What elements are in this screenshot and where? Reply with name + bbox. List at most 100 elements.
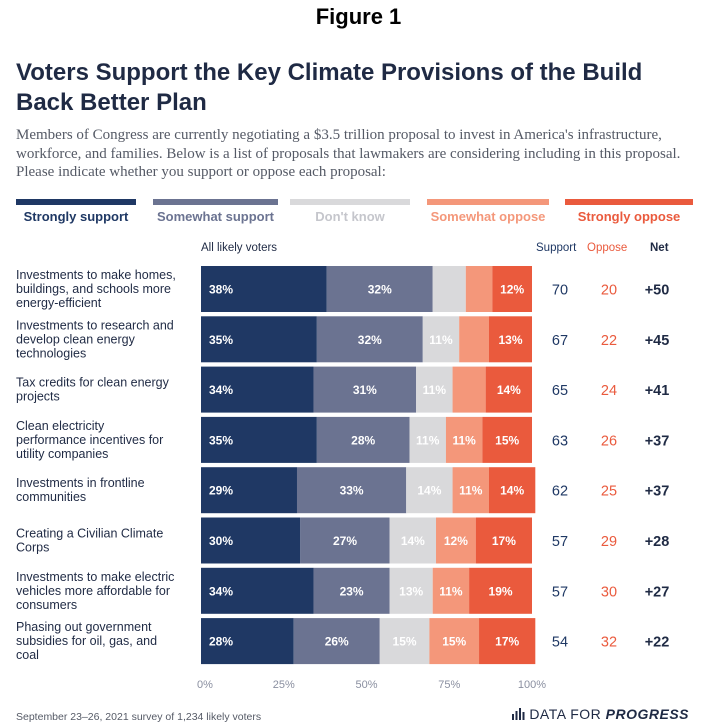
- legend-item-strongly-support: Strongly support: [16, 199, 136, 229]
- bar-segment: [201, 316, 317, 363]
- legend-swatch: [290, 199, 410, 205]
- bar-segment: [316, 316, 423, 363]
- bar-segment: [201, 266, 327, 312]
- oppose-header: Oppose: [587, 242, 628, 254]
- chart-subtitle: Members of Congress are currently negoti…: [16, 127, 681, 180]
- bar-segment: [488, 467, 536, 514]
- bar-data-label: 13%: [498, 333, 522, 347]
- bar-segment: [201, 567, 314, 614]
- category-label: Investments to make homes, buildings, and…: [16, 268, 176, 310]
- legend-swatch: [427, 199, 549, 205]
- support-header: Support: [536, 242, 577, 254]
- bar-data-label: 11%: [439, 584, 463, 598]
- bar-segment: [409, 416, 446, 463]
- bar-data-label: 28%: [209, 635, 233, 649]
- bar-segment: [452, 467, 489, 514]
- bar-segment: [389, 517, 437, 564]
- bar-segment: [469, 567, 532, 614]
- support-value: 57: [552, 534, 568, 550]
- bar-segment: [482, 416, 532, 463]
- bar-chart-icon: [512, 708, 525, 720]
- support-value: 62: [552, 484, 568, 500]
- bar-data-label: 17%: [492, 534, 516, 548]
- legend-item-somewhat-oppose: Somewhat oppose: [427, 199, 549, 229]
- bar-segment: [313, 567, 390, 614]
- bar-data-label: 13%: [399, 584, 423, 598]
- bar-data-label: 15%: [495, 433, 519, 447]
- support-value: 70: [552, 283, 568, 299]
- support-value: 54: [552, 635, 568, 651]
- bar-data-label: 14%: [500, 484, 524, 498]
- bar-segment: [326, 266, 433, 312]
- bar-data-label: 26%: [325, 635, 349, 649]
- support-value: 67: [552, 333, 568, 349]
- bar-segment: [416, 366, 453, 413]
- source-note: September 23–26, 2021 survey of 1,234 li…: [16, 711, 262, 723]
- support-value: 63: [552, 433, 568, 449]
- bar-data-label: 19%: [489, 584, 513, 598]
- bar-segment: [406, 467, 453, 514]
- bar-segment: [445, 416, 483, 463]
- bar-segment: [475, 517, 532, 564]
- bar-data-label: 38%: [209, 283, 233, 297]
- stacked-bar-chart: Investments to make homes, buildings, and…: [16, 266, 670, 691]
- brand-emphasis: PROGRESS: [605, 706, 689, 722]
- bar-data-label: 14%: [401, 534, 425, 548]
- support-value: 57: [552, 584, 568, 600]
- bar-segment: [459, 316, 489, 363]
- category-label: Creating a Civilian Climate Corps: [16, 527, 163, 555]
- oppose-value: 30: [601, 584, 617, 600]
- net-value: +27: [645, 584, 670, 600]
- legend-label: Strongly support: [23, 209, 129, 224]
- net-header: Net: [650, 242, 669, 254]
- bar-segment: [436, 517, 476, 564]
- net-value: +22: [645, 635, 670, 651]
- bar-segment: [201, 517, 301, 564]
- bar-segment: [293, 618, 380, 665]
- brand-logo: DATA FOR PROGRESS: [512, 706, 689, 722]
- bar-data-label: 33%: [340, 484, 364, 498]
- bar-data-label: 14%: [417, 484, 441, 498]
- legend-label: Somewhat oppose: [430, 209, 546, 224]
- bar-data-label: 32%: [358, 333, 382, 347]
- oppose-value: 20: [601, 283, 617, 299]
- bar-segment: [432, 567, 470, 614]
- bar-segment: [485, 366, 532, 413]
- legend-swatch: [16, 199, 136, 205]
- legend-item-dont-know: Don't know: [290, 199, 410, 229]
- legend-label: Don't know: [315, 209, 385, 224]
- bar-segment: [300, 517, 390, 564]
- bar-segment: [296, 467, 407, 514]
- bar-data-label: 11%: [459, 484, 483, 498]
- bar-segment: [479, 618, 536, 665]
- bar-segment: [465, 266, 493, 312]
- bar-data-label: 23%: [340, 584, 364, 598]
- bar-data-label: 15%: [442, 635, 466, 649]
- chart-title: Voters Support the Key Climate Provision…: [16, 59, 643, 116]
- bar-data-label: 35%: [209, 433, 233, 447]
- bar-segment: [201, 416, 317, 463]
- oppose-value: 25: [601, 484, 617, 500]
- net-value: +37: [645, 433, 670, 449]
- bar-segment: [201, 366, 314, 413]
- figure-label: Figure 1: [315, 4, 402, 29]
- bar-segment: [422, 316, 460, 363]
- group-label: All likely voters: [201, 242, 278, 254]
- oppose-value: 32: [601, 635, 617, 651]
- net-value: +45: [645, 333, 670, 349]
- bar-data-label: 11%: [452, 433, 476, 447]
- legend: Strongly support Somewhat support Don't …: [16, 199, 706, 229]
- bar-data-label: 34%: [209, 383, 233, 397]
- category-label: Investments in frontline communities: [16, 476, 145, 504]
- bar-data-label: 11%: [429, 333, 453, 347]
- bar-segment: [201, 467, 297, 514]
- bar-data-label: 27%: [333, 534, 357, 548]
- oppose-value: 29: [601, 534, 617, 550]
- bar-segment: [488, 316, 532, 363]
- legend-item-somewhat-support: Somewhat support: [153, 199, 278, 229]
- net-value: +37: [645, 484, 670, 500]
- category-label: Investments to research and develop clean…: [16, 318, 174, 360]
- category-label: Phasing out government subsidies for oil,…: [16, 620, 157, 662]
- category-label: Investments to make electric vehicles mor…: [16, 570, 174, 612]
- bar-data-label: 28%: [351, 433, 375, 447]
